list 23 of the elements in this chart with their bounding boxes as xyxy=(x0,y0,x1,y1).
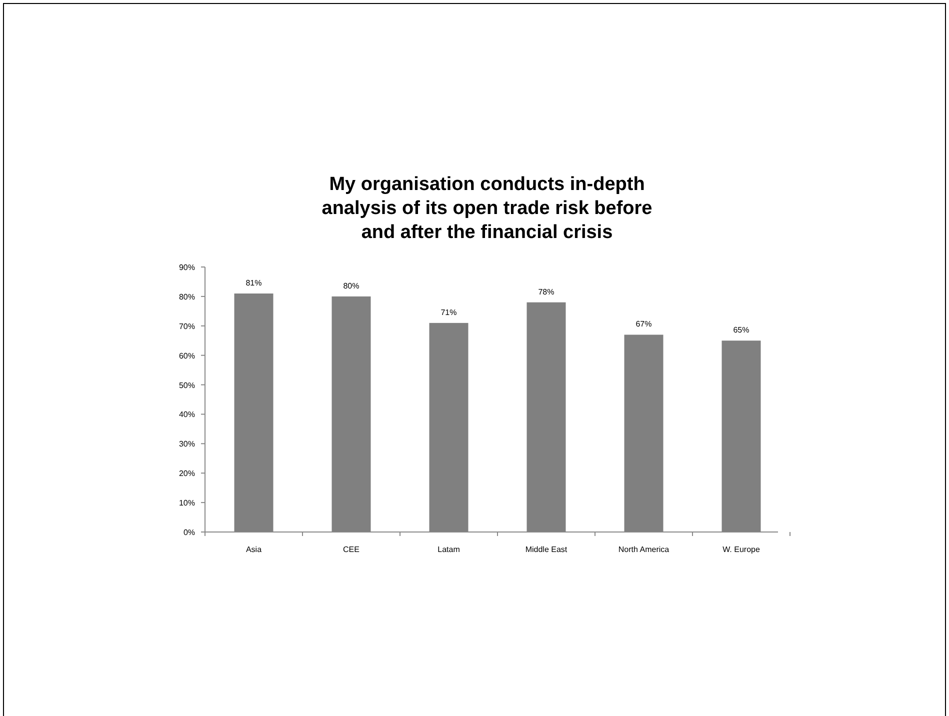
y-tick-label: 60% xyxy=(178,351,195,360)
y-tick-label: 90% xyxy=(178,263,195,272)
y-tick-label: 30% xyxy=(178,440,195,449)
y-tick-label: 50% xyxy=(178,380,195,390)
data-label: 67% xyxy=(636,320,652,329)
x-tick-label: Asia xyxy=(246,545,262,554)
chart-title: My organisation conducts in-depth analysis of its open trade risk before and after the financial crisis xyxy=(322,174,652,243)
x-tick-label: North America xyxy=(618,545,670,554)
x-tick-label: Latam xyxy=(438,545,460,554)
y-tick-label: 40% xyxy=(178,410,195,420)
y-tick-label: 10% xyxy=(178,498,195,508)
data-label: 65% xyxy=(733,326,750,335)
x-tick-label: W. Europe xyxy=(722,545,760,554)
data-label: 78% xyxy=(538,287,554,296)
x-tick-label: Middle East xyxy=(525,545,568,554)
y-tick-label: 80% xyxy=(178,292,195,302)
data-label: 71% xyxy=(440,308,457,317)
data-label: 81% xyxy=(246,278,262,288)
y-tick-label: 20% xyxy=(178,469,195,478)
y-tick-label: 0% xyxy=(183,528,195,537)
data-label: 80% xyxy=(343,281,360,290)
y-tick-label: 70% xyxy=(178,322,195,331)
x-tick-label: CEE xyxy=(343,545,360,554)
